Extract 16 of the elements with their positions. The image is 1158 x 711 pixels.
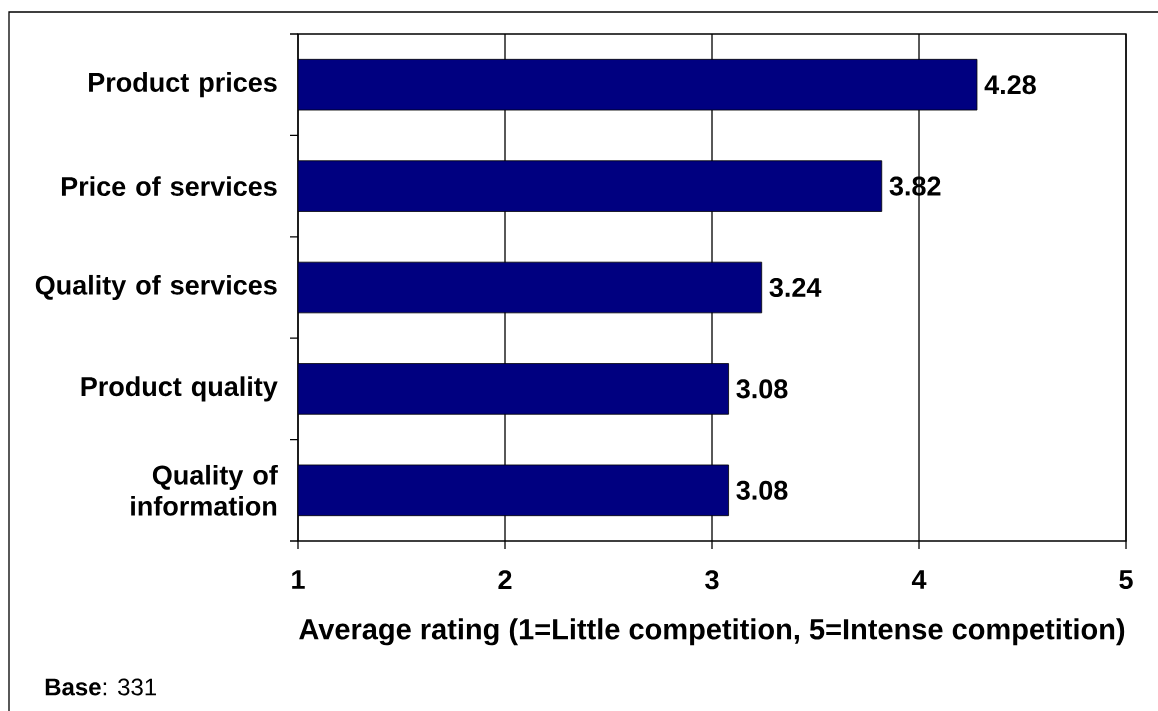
x-tick-label: 3	[705, 570, 719, 590]
x-tick-label: 5	[1119, 570, 1133, 590]
data-label: 3.24	[769, 277, 822, 298]
data-label: 4.28	[984, 75, 1036, 95]
text: Base: 331	[45, 678, 156, 696]
x-tick-label: 2	[498, 570, 512, 590]
y-tick-label: Quality of services	[35, 274, 277, 301]
x-tick-label: 1	[292, 570, 305, 589]
y-tick-label: Price of services	[61, 176, 277, 197]
data-label: 3.08	[736, 379, 788, 399]
x-tick-label: 4	[911, 570, 927, 589]
y-tick-label: Product quality	[81, 376, 278, 402]
y-tick-label: Product prices	[89, 72, 277, 98]
y-tick-label: Quality of information	[131, 464, 278, 516]
data-label: 3.08	[736, 480, 788, 500]
x-axis-title: Average rating (1=Little competition, 5=Intense competition)	[299, 618, 1125, 646]
